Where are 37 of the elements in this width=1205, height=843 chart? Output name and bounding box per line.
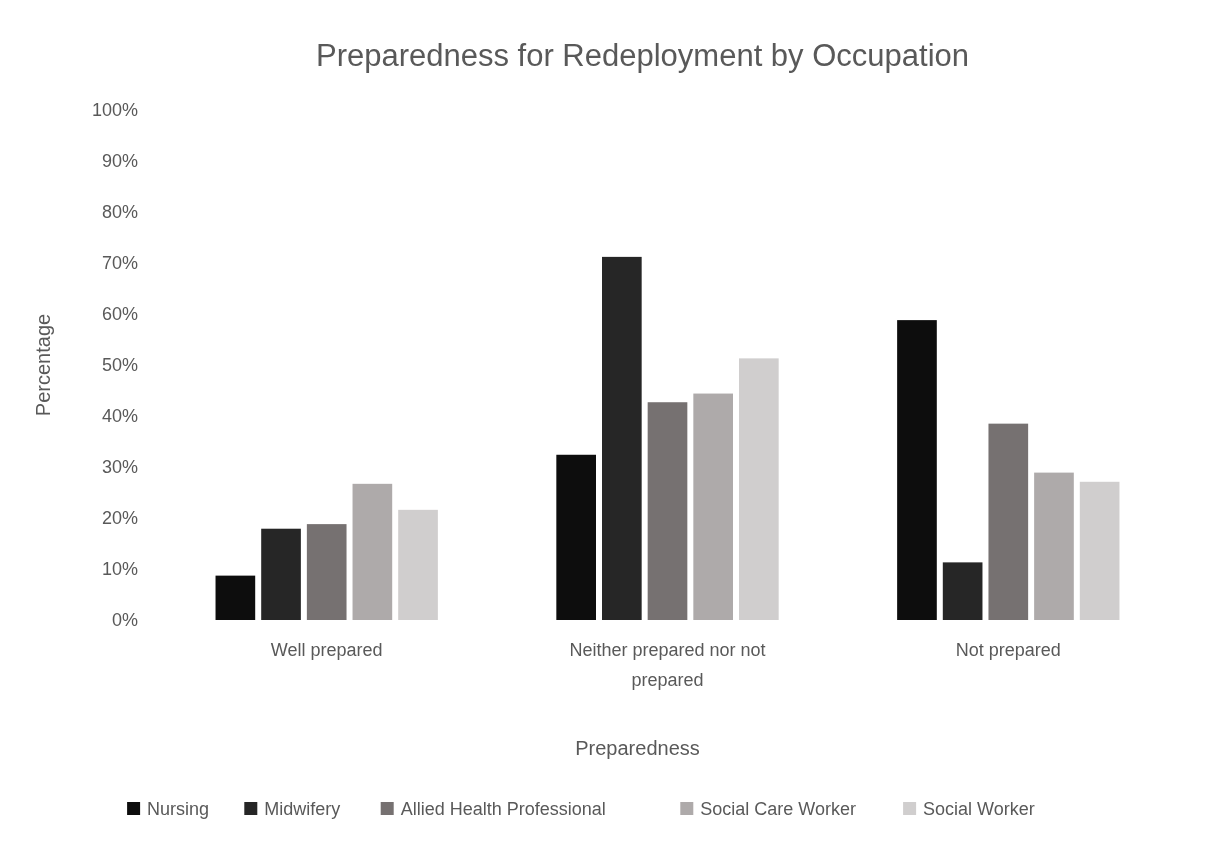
chart-title: Preparedness for Redeployment by Occupation <box>315 38 970 73</box>
x-tick-label: Not prepared <box>955 640 1061 660</box>
bar <box>306 524 347 620</box>
bar <box>647 402 688 620</box>
bar <box>602 256 642 620</box>
y-tick-label: 20% <box>101 508 138 529</box>
bar <box>693 393 733 620</box>
bar <box>261 528 301 620</box>
bar <box>398 509 438 620</box>
legend-label: Allied Health Professional <box>400 799 606 819</box>
bar <box>352 483 393 620</box>
legend-label: Social Care Worker <box>700 799 857 819</box>
y-tick-label: 90% <box>101 151 138 172</box>
y-tick-label: 70% <box>101 253 138 274</box>
bar <box>739 358 779 620</box>
x-tick-label: Well prepared <box>270 640 383 660</box>
y-tick-label: 30% <box>101 457 138 478</box>
bar <box>556 454 596 620</box>
legend-label: Midwifery <box>264 799 341 819</box>
y-tick-label: 10% <box>101 559 138 580</box>
y-axis-title: Percentage <box>32 313 54 417</box>
bar <box>215 575 256 620</box>
x-tick-label: Neither prepared nor not prepared <box>569 640 766 690</box>
bar <box>1079 481 1120 620</box>
bar <box>988 423 1029 620</box>
y-tick-label: 80% <box>101 202 138 223</box>
y-tick-label: 50% <box>101 355 138 376</box>
y-tick-label: 60% <box>101 304 138 325</box>
bar <box>1034 472 1074 620</box>
legend-label: Social Worker <box>923 799 1035 819</box>
y-tick-label: 0% <box>111 610 138 631</box>
bar <box>942 562 983 620</box>
x-axis-title: Preparedness <box>575 737 700 759</box>
y-tick-label: 40% <box>101 406 138 427</box>
bar <box>897 320 937 620</box>
y-tick-label: 100% <box>91 100 138 121</box>
legend-label: Nursing <box>147 799 210 819</box>
